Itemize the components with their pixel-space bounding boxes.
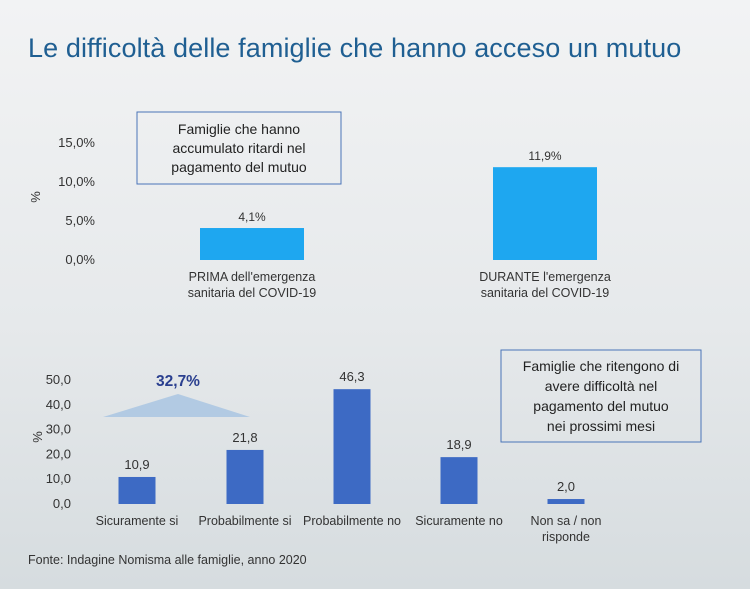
source-note: Fonte: Indagine Nomisma alle famiglie, a… bbox=[28, 553, 307, 567]
y-tick-label: 10,0 bbox=[46, 471, 71, 486]
bar bbox=[493, 167, 597, 260]
y-axis-label: % bbox=[30, 431, 45, 443]
annotation-box bbox=[136, 111, 342, 185]
annotation-text: pagamento del mutuo bbox=[171, 159, 307, 175]
category-label: sanitaria del COVID-19 bbox=[481, 286, 610, 300]
category-label: Sicuramente no bbox=[415, 514, 503, 528]
category-label: Probabilmente si bbox=[198, 514, 291, 528]
category-label: risponde bbox=[542, 530, 590, 544]
category-label: Probabilmente no bbox=[303, 514, 401, 528]
bar bbox=[226, 449, 264, 504]
y-tick-label: 40,0 bbox=[46, 397, 71, 412]
annotation-text: Famiglie che hanno bbox=[178, 121, 300, 137]
annotation-text: nei prossimi mesi bbox=[547, 418, 655, 434]
y-tick-label: 0,0% bbox=[65, 252, 95, 267]
annotation-text: accumulato ritardi nel bbox=[172, 140, 305, 156]
y-axis-label: % bbox=[28, 191, 43, 203]
data-label: 10,9 bbox=[124, 457, 149, 472]
bar bbox=[547, 499, 585, 504]
data-label: 18,9 bbox=[446, 437, 471, 452]
bar bbox=[333, 389, 371, 504]
data-label: 21,8 bbox=[232, 430, 257, 445]
category-label: Sicuramente si bbox=[96, 514, 179, 528]
data-label: 11,9% bbox=[528, 149, 561, 163]
y-tick-label: 50,0 bbox=[46, 372, 71, 387]
category-label: Non sa / non bbox=[531, 514, 602, 528]
data-label: 46,3 bbox=[339, 369, 364, 384]
page-title: Le difficoltà delle famiglie che hanno a… bbox=[28, 33, 682, 63]
bar bbox=[118, 476, 156, 504]
annotation-text: avere difficoltà nel bbox=[545, 378, 658, 394]
annotation-text: pagamento del mutuo bbox=[533, 398, 669, 414]
y-tick-label: 30,0 bbox=[46, 422, 71, 437]
highlight-bracket bbox=[103, 394, 250, 417]
y-tick-label: 20,0 bbox=[46, 446, 71, 461]
annotation-box bbox=[500, 349, 702, 443]
category-label: sanitaria del COVID-19 bbox=[188, 286, 317, 300]
category-label: DURANTE l'emergenza bbox=[479, 270, 611, 284]
y-tick-label: 5,0% bbox=[65, 213, 95, 228]
y-tick-label: 15,0% bbox=[58, 135, 95, 150]
bar bbox=[440, 457, 478, 504]
y-tick-label: 10,0% bbox=[58, 174, 95, 189]
annotation-text: Famiglie che ritengono di bbox=[523, 358, 679, 374]
data-label: 4,1% bbox=[238, 210, 266, 224]
category-label: PRIMA dell'emergenza bbox=[189, 270, 316, 284]
highlight-label: 32,7% bbox=[156, 373, 200, 390]
data-label: 2,0 bbox=[557, 479, 575, 494]
bar bbox=[200, 228, 304, 260]
y-tick-label: 0,0 bbox=[53, 496, 71, 511]
